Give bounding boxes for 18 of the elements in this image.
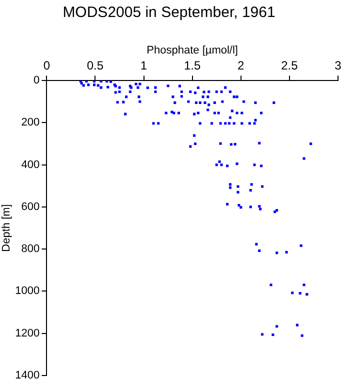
chart-title: MODS2005 in September, 1961: [62, 4, 276, 22]
x-axis-title: Phosphate [µmol/l]: [146, 44, 238, 57]
y-axis-title: Depth [m]: [0, 204, 13, 252]
y-tick-label: 400: [21, 158, 40, 171]
x-tick-label: 1: [140, 58, 148, 73]
x-tick-label: 3: [334, 58, 342, 73]
x-tick-label: 0: [43, 58, 50, 73]
x-tick-label: 2.5: [281, 58, 298, 73]
x-tick-label: 0.5: [86, 58, 104, 73]
y-tick-label: 1000: [15, 285, 40, 298]
x-tick-label: 2: [238, 58, 245, 73]
y-tick-label: 200: [21, 116, 40, 129]
y-tick-label: 800: [21, 243, 40, 256]
x-tick-label: 1.5: [184, 58, 201, 73]
y-tick-label: 1200: [15, 327, 40, 340]
y-tick-label: 0: [34, 74, 40, 87]
y-tick-label: 1400: [15, 369, 40, 382]
y-tick-label: 600: [21, 200, 40, 213]
